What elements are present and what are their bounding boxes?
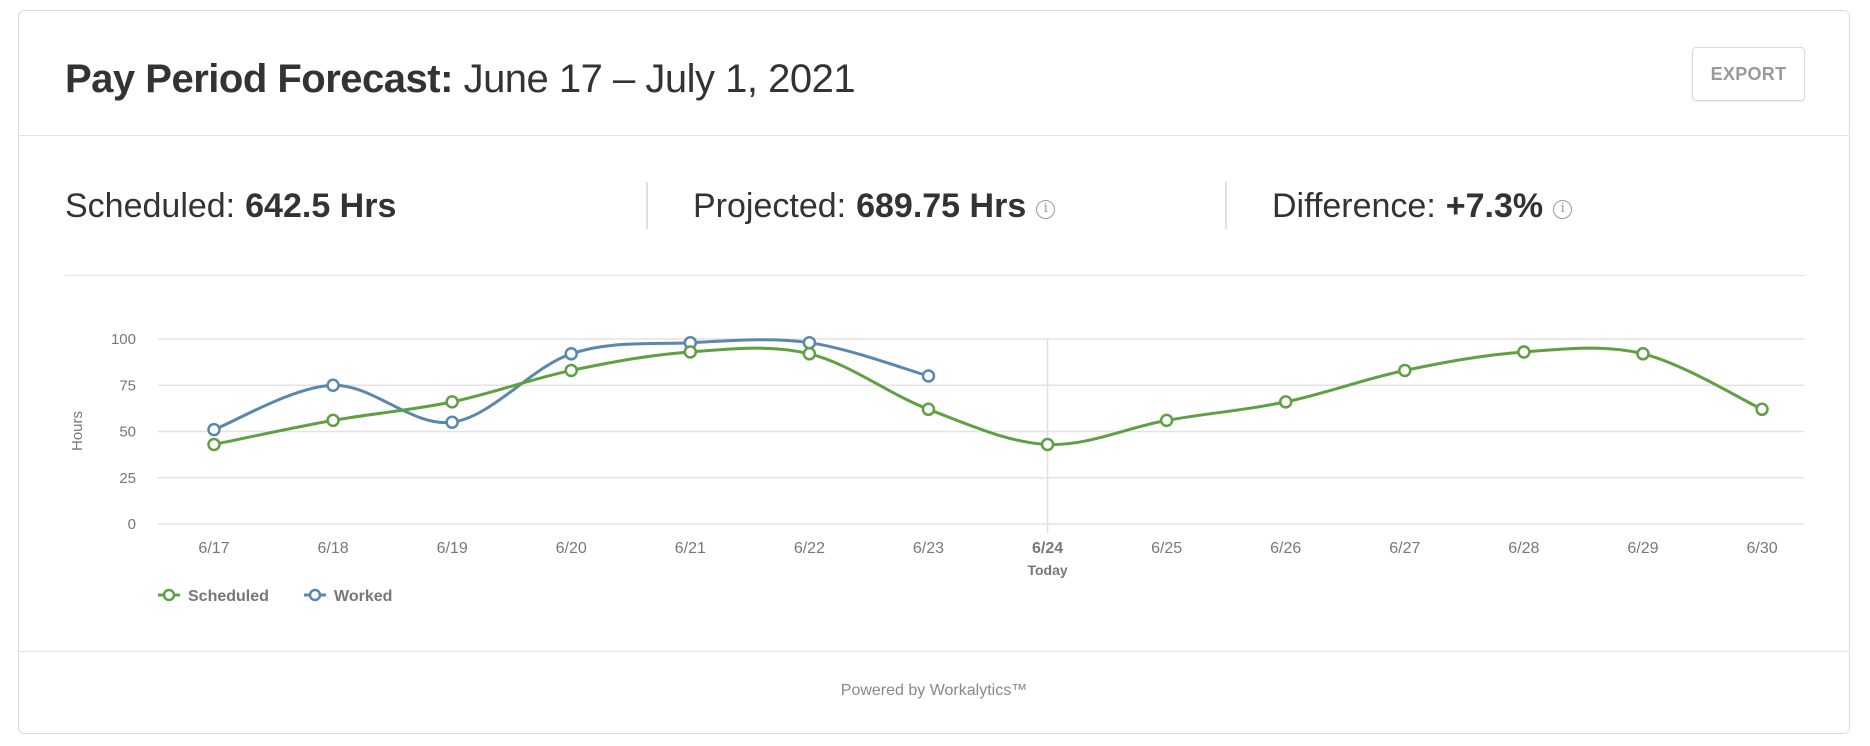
series-scheduled [207,345,1769,452]
data-point[interactable] [326,413,340,428]
data-point[interactable] [1159,413,1174,428]
data-point[interactable] [1278,395,1293,409]
x-tick-label: 6/20 [556,540,587,557]
legend-item-worked[interactable]: Worked [304,588,392,605]
stat-value: 689.75 Hrs [856,186,1027,225]
data-point[interactable] [326,378,340,392]
data-point[interactable] [564,347,578,361]
data-point[interactable] [802,347,817,361]
y-tick-label: 50 [119,424,136,441]
title-date-range: June 17 – July 1, 2021 [463,57,856,101]
today-label: Today [1027,562,1067,578]
data-point[interactable] [683,345,698,359]
stat-value: 642.5 Hrs [245,186,397,225]
stat-scheduled: Scheduled: 642.5 Hrs [65,182,396,230]
stat-projected: Projected: 689.75 Hrs i [693,182,1056,230]
data-point[interactable] [1755,402,1769,417]
data-point[interactable] [207,437,221,452]
x-tick-label: 6/27 [1389,540,1420,557]
x-tick-label: 6/28 [1508,540,1539,557]
stat-label: Projected: [693,186,847,225]
x-tick-label: 6/17 [198,540,229,557]
stat-label: Scheduled: [65,186,236,225]
powered-by-text: Powered by Workalytics™ [840,682,1028,699]
x-tick-label: 6/23 [913,540,944,557]
export-button[interactable]: EXPORT [1692,47,1805,101]
x-tick-label: 6/18 [318,540,349,557]
stats-row: Scheduled: 642.5 Hrs Projected: 689.75 H… [65,135,1805,276]
x-tick-label: 6/29 [1627,540,1658,557]
data-point[interactable] [207,422,221,437]
data-point[interactable] [1398,363,1412,378]
legend-marker-icon [162,588,176,602]
data-point[interactable] [1636,347,1650,361]
legend-label: Scheduled [188,588,269,605]
data-point[interactable] [445,415,459,429]
y-axis-label: Hours [69,411,86,451]
x-tick-label: 6/19 [437,540,468,557]
stat-value: +7.3% [1445,186,1544,225]
data-point[interactable] [445,395,459,409]
info-icon[interactable]: i [1036,199,1056,219]
title-label: Pay Period Forecast: [65,57,453,101]
card-footer: Powered by Workalytics™ [19,651,1849,736]
data-point[interactable] [1040,437,1055,452]
x-tick-label: 6/24 [1032,540,1063,557]
stat-divider [646,182,648,229]
data-point[interactable] [564,363,578,378]
x-tick-label: 6/26 [1270,540,1301,557]
y-tick-label: 25 [119,470,136,487]
stat-difference: Difference: +7.3% i [1272,182,1573,230]
y-tick-label: 100 [111,331,136,348]
data-point[interactable] [921,402,936,417]
y-tick-label: 75 [119,377,136,394]
y-tick-label: 0 [128,516,136,533]
stat-label: Difference: [1272,186,1436,225]
data-point[interactable] [1517,345,1531,359]
x-tick-label: 6/21 [675,540,706,557]
data-point[interactable] [802,335,817,350]
x-tick-label: 6/25 [1151,540,1182,557]
series-line [213,346,1763,447]
x-tick-label: 6/30 [1746,540,1777,557]
series-worked [207,335,936,437]
legend-label: Worked [334,588,392,605]
stat-divider [1225,182,1227,229]
pay-period-forecast-card: Pay Period Forecast: June 17 – July 1, 2… [18,10,1850,734]
data-point[interactable] [921,369,936,383]
page-title: Pay Period Forecast: June 17 – July 1, 2… [65,55,856,103]
info-icon[interactable]: i [1553,199,1573,219]
card-header: Pay Period Forecast: June 17 – July 1, 2… [19,11,1849,136]
legend-item-scheduled[interactable]: Scheduled [158,588,269,605]
legend-marker-icon [308,588,322,602]
x-tick-label: 6/22 [794,540,825,557]
